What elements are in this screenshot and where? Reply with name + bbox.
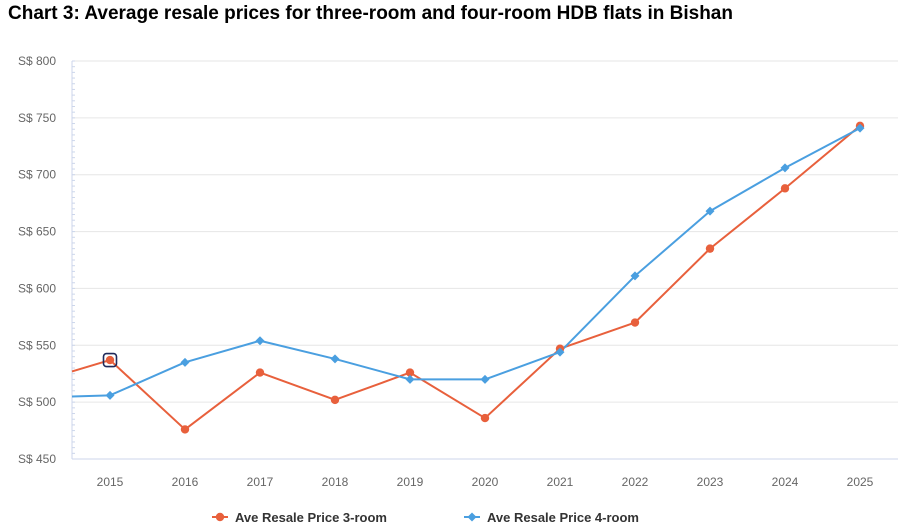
- y-tick-label: S$ 450: [18, 452, 56, 466]
- data-point: [480, 413, 490, 423]
- data-point: [105, 355, 115, 365]
- y-tick-label: S$ 600: [18, 281, 56, 295]
- data-point: [330, 395, 340, 405]
- y-tick-label: S$ 800: [18, 54, 56, 68]
- y-tick-label: S$ 500: [18, 395, 56, 409]
- y-tick-label: S$ 650: [18, 225, 56, 239]
- x-tick-label: 2020: [472, 475, 499, 489]
- data-point: [630, 318, 640, 327]
- series-line-1: [71, 125, 861, 431]
- data-point: [480, 374, 490, 384]
- y-tick-label: S$ 700: [18, 168, 56, 182]
- series-lines: [71, 125, 861, 431]
- highlight-box: [102, 352, 118, 368]
- series-line-2: [71, 127, 861, 398]
- data-point: [780, 184, 790, 193]
- data-point: [780, 163, 790, 173]
- data-markers: [102, 121, 865, 434]
- x-tick-label: 2015: [97, 475, 124, 489]
- data-point: [180, 425, 190, 434]
- data-point: [405, 374, 415, 384]
- gridlines: [72, 60, 898, 403]
- data-point: [105, 390, 115, 400]
- y-tick-label: S$ 750: [18, 111, 56, 125]
- legend: Ave Resale Price 3-room Ave Resale Price …: [212, 510, 639, 525]
- x-tick-label: 2024: [772, 475, 799, 489]
- y-tick-label: S$ 550: [18, 338, 56, 352]
- data-point: [855, 123, 865, 133]
- x-tick-label: 2019: [397, 475, 424, 489]
- data-point: [330, 354, 340, 364]
- x-tick-label: 2018: [322, 475, 349, 489]
- legend-marker: [467, 512, 477, 522]
- data-point: [705, 206, 715, 216]
- legend-label: Ave Resale Price 4-room: [487, 510, 639, 525]
- data-point: [555, 347, 565, 357]
- legend-label: Ave Resale Price 3-room: [235, 510, 387, 525]
- x-tick-label: 2025: [847, 475, 874, 489]
- x-tick-label: 2016: [172, 475, 199, 489]
- data-point: [255, 368, 265, 377]
- data-point: [705, 244, 715, 253]
- data-point: [255, 336, 265, 346]
- legend-marker: [215, 512, 225, 522]
- x-tick-label: 2022: [622, 475, 649, 489]
- axes: S$ 450 S$ 500 S$ 550 S$ 600 S$ 650 S$ 700 S$ 7…: [18, 54, 898, 489]
- x-tick-label: 2023: [697, 475, 724, 489]
- data-point: [405, 368, 415, 377]
- chart-title: Chart 3: Average resale prices for three…: [8, 3, 733, 24]
- data-point: [630, 271, 640, 281]
- data-point: [180, 357, 190, 367]
- x-tick-label: 2017: [247, 475, 274, 489]
- x-tick-label: 2021: [547, 475, 574, 489]
